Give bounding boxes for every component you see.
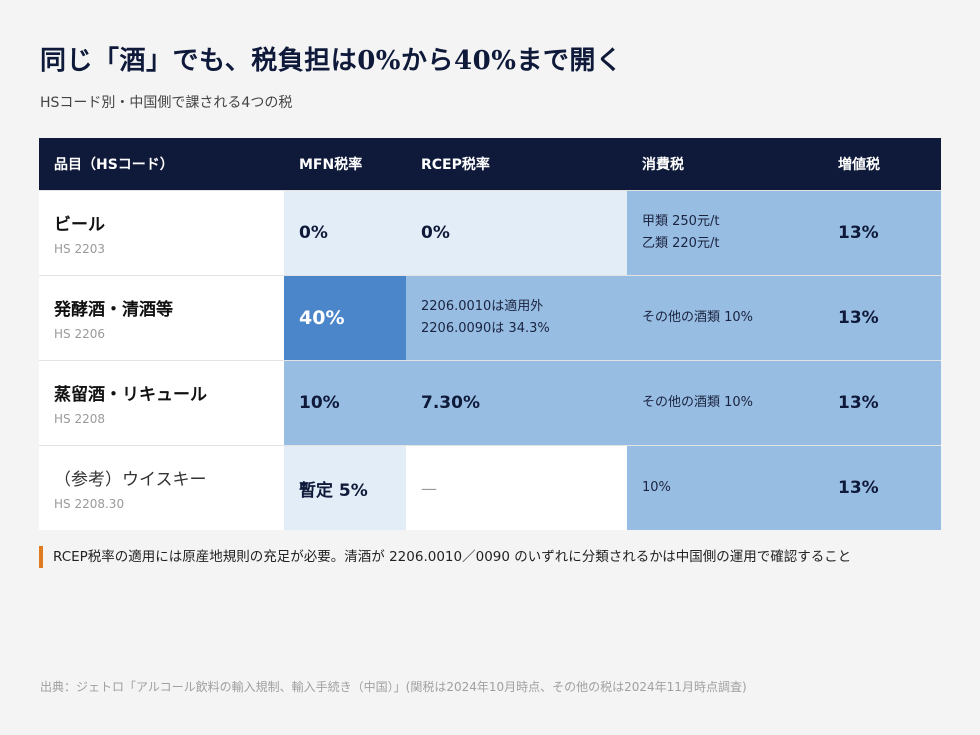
page-subtitle: HSコード別・中国側で課される4つの税	[40, 95, 293, 111]
table-header-row: 品目（HSコード） MFN税率 RCEP税率 消費税 増値税	[39, 138, 941, 190]
hs-code: HS 2206	[54, 327, 105, 341]
vat-cell: 13%	[823, 191, 941, 275]
mfn-rate: 10%	[299, 393, 340, 413]
vat-rate: 13%	[838, 478, 879, 498]
consumption-line: 10%	[642, 480, 671, 495]
rcep-rate: 7.30%	[421, 393, 480, 413]
mfn-cell: 10%	[284, 361, 406, 445]
tax-table: 品目（HSコード） MFN税率 RCEP税率 消費税 増値税 ビール HS 22…	[39, 138, 941, 530]
rcep-rate: —	[421, 478, 437, 498]
table-row: （参考）ウイスキー HS 2208.30 暫定 5% — 10% 13%	[39, 445, 941, 530]
rcep-cell: 7.30%	[406, 361, 627, 445]
table-row: ビール HS 2203 0% 0% 甲類 250元/t 乙類 220元/t 13…	[39, 190, 941, 275]
item-cell: （参考）ウイスキー HS 2208.30	[39, 446, 284, 530]
header-mfn: MFN税率	[299, 157, 363, 173]
consumption-cell: 甲類 250元/t 乙類 220元/t	[627, 191, 823, 275]
mfn-cell: 40%	[284, 276, 406, 360]
item-name: （参考）ウイスキー	[54, 470, 207, 490]
item-cell: 発酵酒・清酒等 HS 2206	[39, 276, 284, 360]
rcep-line: 2206.0090は 34.3%	[421, 321, 550, 336]
item-name: 発酵酒・清酒等	[54, 300, 173, 320]
header-rcep: RCEP税率	[421, 157, 490, 173]
item-name: ビール	[54, 215, 105, 235]
item-name: 蒸留酒・リキュール	[54, 385, 207, 405]
source-citation: 出典：ジェトロ「アルコール飲料の輸入規制、輸入手続き（中国）」(関税は2024年…	[40, 680, 747, 694]
consumption-line: その他の酒類 10%	[642, 310, 754, 325]
rcep-line: 2206.0010は適用外	[421, 299, 544, 314]
hs-code: HS 2208	[54, 412, 105, 426]
consumption-cell: その他の酒類 10%	[627, 276, 823, 360]
mfn-rate: 暫定 5%	[299, 480, 368, 501]
vat-rate: 13%	[838, 393, 879, 413]
consumption-line: 乙類 220元/t	[642, 236, 720, 251]
mfn-cell: 暫定 5%	[284, 446, 406, 530]
footnote: RCEP税率の適用には原産地規則の充足が必要。清酒が 2206.0010／009…	[39, 546, 851, 568]
item-cell: 蒸留酒・リキュール HS 2208	[39, 361, 284, 445]
vat-cell: 13%	[823, 276, 941, 360]
rcep-cell: —	[406, 446, 627, 530]
consumption-cell: その他の酒類 10%	[627, 361, 823, 445]
table-row: 発酵酒・清酒等 HS 2206 40% 2206.0010は適用外 2206.0…	[39, 275, 941, 360]
vat-cell: 13%	[823, 361, 941, 445]
header-item: 品目（HSコード）	[54, 157, 174, 173]
mfn-rate: 0%	[299, 223, 328, 243]
page-title: 同じ「酒」でも、税負担は0%から40%まで開く	[40, 46, 623, 76]
consumption-line: その他の酒類 10%	[642, 395, 754, 410]
header-consumption: 消費税	[642, 157, 684, 173]
table-row: 蒸留酒・リキュール HS 2208 10% 7.30% その他の酒類 10% 1…	[39, 360, 941, 445]
rcep-rate: 0%	[421, 223, 450, 243]
hs-code: HS 2208.30	[54, 497, 125, 511]
rcep-cell: 0%	[406, 191, 627, 275]
consumption-line: 甲類 250元/t	[642, 214, 720, 229]
vat-rate: 13%	[838, 308, 879, 328]
rcep-cell: 2206.0010は適用外 2206.0090は 34.3%	[406, 276, 627, 360]
header-vat: 増値税	[838, 157, 880, 173]
mfn-cell: 0%	[284, 191, 406, 275]
consumption-cell: 10%	[627, 446, 823, 530]
vat-rate: 13%	[838, 223, 879, 243]
mfn-rate: 40%	[299, 307, 345, 329]
item-cell: ビール HS 2203	[39, 191, 284, 275]
hs-code: HS 2203	[54, 242, 105, 256]
vat-cell: 13%	[823, 446, 941, 530]
